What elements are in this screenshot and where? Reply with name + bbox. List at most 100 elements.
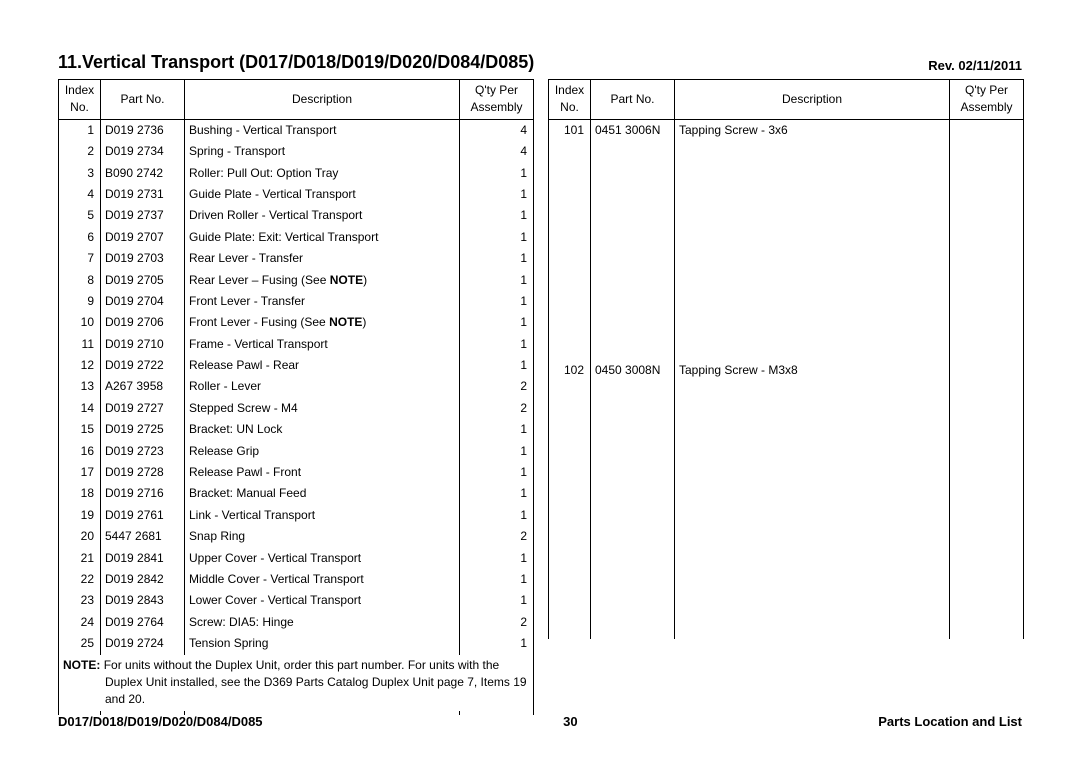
table-row: 4D019 2731Guide Plate - Vertical Transpo… bbox=[59, 184, 534, 205]
cell-index: 14 bbox=[59, 398, 101, 419]
cell-description: Bracket: Manual Feed bbox=[185, 483, 460, 504]
cell-qty: 1 bbox=[460, 590, 534, 611]
cell-index: 23 bbox=[59, 590, 101, 611]
cell-description: Guide Plate - Vertical Transport bbox=[185, 184, 460, 205]
cell-qty: 1 bbox=[460, 334, 534, 355]
cell-qty: 1 bbox=[460, 419, 534, 440]
cell-index: 5 bbox=[59, 205, 101, 226]
cell-part: D019 2727 bbox=[101, 398, 185, 419]
cell-description: Lower Cover - Vertical Transport bbox=[185, 590, 460, 611]
table-row: 6D019 2707Guide Plate: Exit: Vertical Tr… bbox=[59, 227, 534, 248]
cell-description: Release Pawl - Front bbox=[185, 462, 460, 483]
cell-part: D019 2724 bbox=[101, 633, 185, 654]
cell-index: 11 bbox=[59, 334, 101, 355]
cell-part: D019 2716 bbox=[101, 483, 185, 504]
col-header-qty: Q'ty PerAssembly bbox=[460, 80, 534, 120]
cell-part: D019 2703 bbox=[101, 248, 185, 269]
table-row: 16D019 2723Release Grip1 bbox=[59, 441, 534, 462]
cell-description: Rear Lever – Fusing (See NOTE) bbox=[185, 270, 460, 291]
header-row: 11.Vertical Transport (D017/D018/D019/D0… bbox=[58, 52, 1022, 73]
cell-qty: 1 bbox=[460, 441, 534, 462]
footer-right: Parts Location and List bbox=[878, 714, 1022, 729]
cell-part: D019 2722 bbox=[101, 355, 185, 376]
cell-qty bbox=[950, 360, 1024, 595]
cell-index: 9 bbox=[59, 291, 101, 312]
table-row: 15D019 2725Bracket: UN Lock1 bbox=[59, 419, 534, 440]
cell-part: D019 2734 bbox=[101, 141, 185, 162]
cell-description: Driven Roller - Vertical Transport bbox=[185, 205, 460, 226]
cell-qty: 4 bbox=[460, 141, 534, 162]
table-row: 1D019 2736Bushing - Vertical Transport4 bbox=[59, 119, 534, 141]
cell-part: D019 2728 bbox=[101, 462, 185, 483]
cell-qty bbox=[950, 119, 1024, 360]
cell-part: D019 2764 bbox=[101, 612, 185, 633]
table-row: 12D019 2722Release Pawl - Rear1 bbox=[59, 355, 534, 376]
cell-qty: 1 bbox=[460, 205, 534, 226]
col-header-part: Part No. bbox=[591, 80, 675, 120]
table-row: 2D019 2734Spring - Transport4 bbox=[59, 141, 534, 162]
table-header-row: IndexNo. Part No. Description Q'ty PerAs… bbox=[59, 80, 534, 120]
cell-qty: 1 bbox=[460, 270, 534, 291]
cell-qty: 4 bbox=[460, 119, 534, 141]
cell-qty: 1 bbox=[460, 291, 534, 312]
cell-qty: 1 bbox=[460, 312, 534, 333]
cell-description: Upper Cover - Vertical Transport bbox=[185, 548, 460, 569]
footer-page-number: 30 bbox=[563, 714, 577, 729]
cell-description: Frame - Vertical Transport bbox=[185, 334, 460, 355]
cell-index: 18 bbox=[59, 483, 101, 504]
table-row: 8D019 2705Rear Lever – Fusing (See NOTE)… bbox=[59, 270, 534, 291]
table-row: 11D019 2710Frame - Vertical Transport1 bbox=[59, 334, 534, 355]
section-title: 11.Vertical Transport (D017/D018/D019/D0… bbox=[58, 52, 534, 73]
cell-index: 101 bbox=[549, 119, 591, 360]
table-row: 7D019 2703Rear Lever - Transfer1 bbox=[59, 248, 534, 269]
cell-part: D019 2761 bbox=[101, 505, 185, 526]
cell-description: Tension Spring bbox=[185, 633, 460, 654]
cell-qty: 1 bbox=[460, 633, 534, 654]
cell-index: 15 bbox=[59, 419, 101, 440]
cell-part: B090 2742 bbox=[101, 163, 185, 184]
table-row: 9D019 2704Front Lever - Transfer1 bbox=[59, 291, 534, 312]
cell-description: Bracket: UN Lock bbox=[185, 419, 460, 440]
cell-part: D019 2723 bbox=[101, 441, 185, 462]
cell-description: Screw: DIA5: Hinge bbox=[185, 612, 460, 633]
col-header-description: Description bbox=[675, 80, 950, 120]
cell-part: D019 2710 bbox=[101, 334, 185, 355]
cell-description: Roller: Pull Out: Option Tray bbox=[185, 163, 460, 184]
col-header-description: Description bbox=[185, 80, 460, 120]
cell-part: D019 2725 bbox=[101, 419, 185, 440]
cell-description: Snap Ring bbox=[185, 526, 460, 547]
cell-part: D019 2731 bbox=[101, 184, 185, 205]
cell-part: D019 2737 bbox=[101, 205, 185, 226]
cell-qty: 1 bbox=[460, 184, 534, 205]
col-header-part: Part No. bbox=[101, 80, 185, 120]
table-row: 13A267 3958Roller - Lever2 bbox=[59, 376, 534, 397]
cell-qty: 1 bbox=[460, 163, 534, 184]
cell-description: Guide Plate: Exit: Vertical Transport bbox=[185, 227, 460, 248]
footer-left: D017/D018/D019/D020/D084/D085 bbox=[58, 714, 263, 729]
cell-index: 3 bbox=[59, 163, 101, 184]
cell-index: 25 bbox=[59, 633, 101, 654]
table-row: 21D019 2841Upper Cover - Vertical Transp… bbox=[59, 548, 534, 569]
parts-table-left: IndexNo. Part No. Description Q'ty PerAs… bbox=[58, 79, 534, 715]
cell-qty: 1 bbox=[460, 505, 534, 526]
cell-qty: 1 bbox=[460, 548, 534, 569]
cell-description: Link - Vertical Transport bbox=[185, 505, 460, 526]
cell-part: 0450 3008N bbox=[591, 360, 675, 595]
cell-index: 17 bbox=[59, 462, 101, 483]
cell-qty: 1 bbox=[460, 355, 534, 376]
cell-qty: 2 bbox=[460, 612, 534, 633]
cell-part: D019 2843 bbox=[101, 590, 185, 611]
table-row: 1020450 3008NTapping Screw - M3x8 bbox=[549, 360, 1024, 595]
cell-index: 16 bbox=[59, 441, 101, 462]
cell-index: 13 bbox=[59, 376, 101, 397]
table-row: 205447 2681Snap Ring2 bbox=[59, 526, 534, 547]
cell-index: 20 bbox=[59, 526, 101, 547]
cell-description: Spring - Transport bbox=[185, 141, 460, 162]
cell-description: Tapping Screw - 3x6 bbox=[675, 119, 950, 360]
cell-qty: 1 bbox=[460, 483, 534, 504]
cell-index: 24 bbox=[59, 612, 101, 633]
cell-part: D019 2705 bbox=[101, 270, 185, 291]
note-row: NOTE: For units without the Duplex Unit,… bbox=[59, 655, 534, 711]
filler-row bbox=[549, 595, 1024, 639]
parts-table-right: IndexNo. Part No. Description Q'ty PerAs… bbox=[548, 79, 1024, 639]
